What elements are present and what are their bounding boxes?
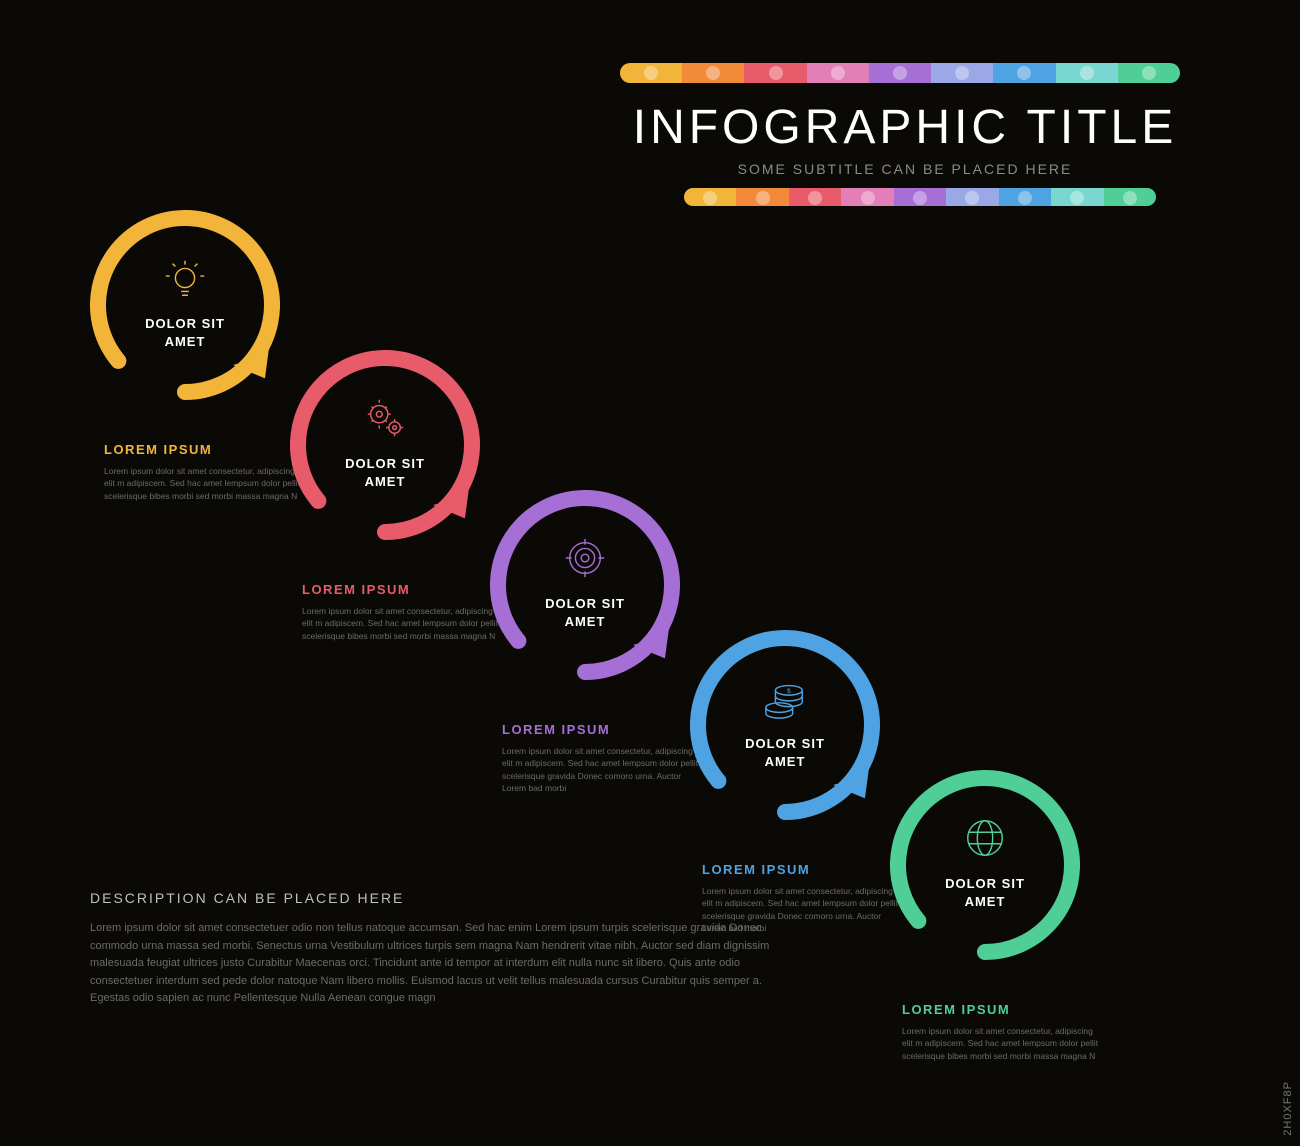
bulb-icon	[162, 255, 208, 301]
step-inner-label: DOLOR SIT AMET	[90, 315, 280, 350]
step-5: DOLOR SIT AMET	[890, 770, 1080, 960]
header: INFOGRAPHIC TITLE SOME SUBTITLE CAN BE P…	[605, 100, 1205, 177]
caption-body: Lorem ipsum dolor sit amet consectetur, …	[302, 605, 502, 642]
description-block: DESCRIPTION CAN BE PLACED HERE Lorem ips…	[90, 890, 770, 1008]
caption-title: LOREM IPSUM	[702, 862, 902, 877]
caption-title: LOREM IPSUM	[302, 582, 502, 597]
step-caption-3: LOREM IPSUM Lorem ipsum dolor sit amet co…	[502, 722, 702, 794]
caption-body: Lorem ipsum dolor sit amet consectetur, …	[104, 465, 304, 502]
caption-title: LOREM IPSUM	[104, 442, 304, 457]
step-inner-label: DOLOR SIT AMET	[490, 595, 680, 630]
step-inner-label: DOLOR SIT AMET	[290, 455, 480, 490]
caption-body: Lorem ipsum dolor sit amet consectetur, …	[902, 1025, 1102, 1062]
step-caption-5: LOREM IPSUM Lorem ipsum dolor sit amet co…	[902, 1002, 1102, 1062]
description-title: DESCRIPTION CAN BE PLACED HERE	[90, 890, 770, 906]
watermark: 2H0XF8P	[1282, 1081, 1294, 1136]
target-icon	[562, 535, 608, 581]
step-inner-label: DOLOR SIT AMET	[890, 875, 1080, 910]
caption-title: LOREM IPSUM	[502, 722, 702, 737]
caption-body: Lorem ipsum dolor sit amet consectetur, …	[502, 745, 702, 794]
page-subtitle: SOME SUBTITLE CAN BE PLACED HERE	[605, 161, 1205, 177]
color-bar-bottom	[684, 188, 1156, 206]
step-caption-1: LOREM IPSUM Lorem ipsum dolor sit amet co…	[104, 442, 304, 502]
globe-icon	[962, 815, 1008, 861]
gears-icon	[362, 395, 408, 441]
step-3: DOLOR SIT AMET	[490, 490, 680, 680]
color-bar-top	[620, 63, 1180, 83]
step-4: $ DOLOR SIT AMET	[690, 630, 880, 820]
step-caption-2: LOREM IPSUM Lorem ipsum dolor sit amet co…	[302, 582, 502, 642]
step-2: DOLOR SIT AMET	[290, 350, 480, 540]
svg-text:$: $	[787, 688, 791, 695]
page-title: INFOGRAPHIC TITLE	[605, 100, 1205, 155]
coins-icon: $	[762, 675, 808, 721]
step-1: DOLOR SIT AMET	[90, 210, 280, 400]
description-body: Lorem ipsum dolor sit amet consectetuer …	[90, 920, 770, 1008]
caption-title: LOREM IPSUM	[902, 1002, 1102, 1017]
step-inner-label: DOLOR SIT AMET	[690, 735, 880, 770]
